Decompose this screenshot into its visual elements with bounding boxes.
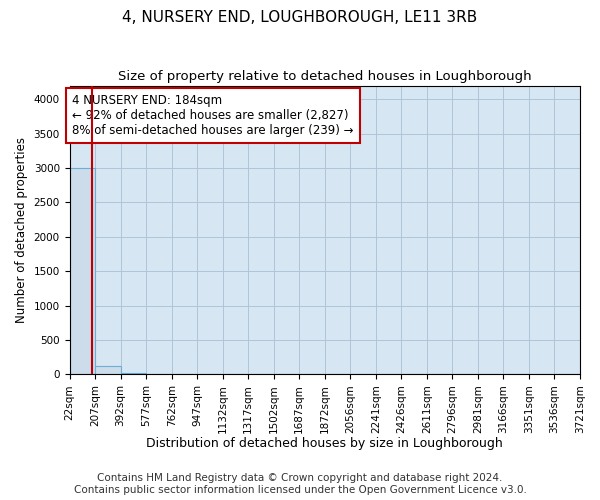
X-axis label: Distribution of detached houses by size in Loughborough: Distribution of detached houses by size … bbox=[146, 437, 503, 450]
Text: 4, NURSERY END, LOUGHBOROUGH, LE11 3RB: 4, NURSERY END, LOUGHBOROUGH, LE11 3RB bbox=[122, 10, 478, 25]
Text: Contains HM Land Registry data © Crown copyright and database right 2024.
Contai: Contains HM Land Registry data © Crown c… bbox=[74, 474, 526, 495]
Y-axis label: Number of detached properties: Number of detached properties bbox=[15, 137, 28, 323]
Bar bbox=[70, 168, 95, 374]
Title: Size of property relative to detached houses in Loughborough: Size of property relative to detached ho… bbox=[118, 70, 532, 83]
Bar bbox=[95, 366, 121, 374]
Text: 4 NURSERY END: 184sqm
← 92% of detached houses are smaller (2,827)
8% of semi-de: 4 NURSERY END: 184sqm ← 92% of detached … bbox=[72, 94, 354, 137]
